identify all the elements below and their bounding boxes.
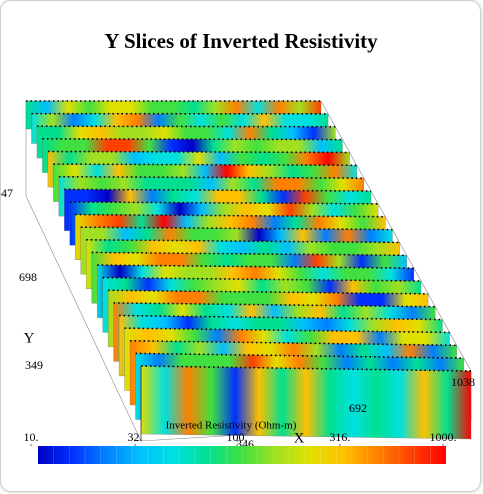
slice-volume	[25, 100, 472, 442]
x-tick-label: 692	[349, 401, 367, 415]
title: Y Slices of Inverted Resistivity	[104, 29, 378, 53]
slice-top-dots	[53, 163, 357, 167]
y-tick-label: 698	[19, 270, 37, 284]
colorbar-title: Inverted Resistivity (Ohm-m)	[166, 420, 297, 432]
slice-top-dots	[47, 150, 350, 154]
slice-top-dots	[140, 365, 472, 372]
slice-top-dots	[91, 251, 407, 257]
slice-top-dots	[135, 352, 464, 359]
colorbar-tick-label: 100.	[227, 430, 248, 444]
y-axis-label: Y	[24, 330, 35, 346]
y-tick-label: 349	[25, 358, 43, 372]
colorbar-tick-label: 1000.	[430, 430, 457, 444]
x-tick-label: 1038	[451, 375, 475, 389]
slice-top-dots	[86, 239, 400, 244]
colorbar-tick-label: 10.	[24, 430, 39, 444]
colorbar	[38, 446, 446, 464]
slice-top-dots	[64, 188, 372, 192]
slice-top-dots	[124, 327, 450, 334]
slice-top-dots	[130, 339, 457, 347]
slice-top-dots	[108, 289, 429, 295]
slice-top-dots	[42, 138, 343, 141]
colorbar-tick-label: 316.	[329, 430, 350, 444]
slice-top-dots	[69, 201, 379, 205]
slice-top-dots	[58, 175, 364, 179]
colorbar-tick-label: 32.	[128, 430, 143, 444]
y-tick-label: 47	[1, 186, 13, 200]
slice-top-dots	[97, 264, 414, 269]
x-axis-label: X	[294, 430, 305, 446]
